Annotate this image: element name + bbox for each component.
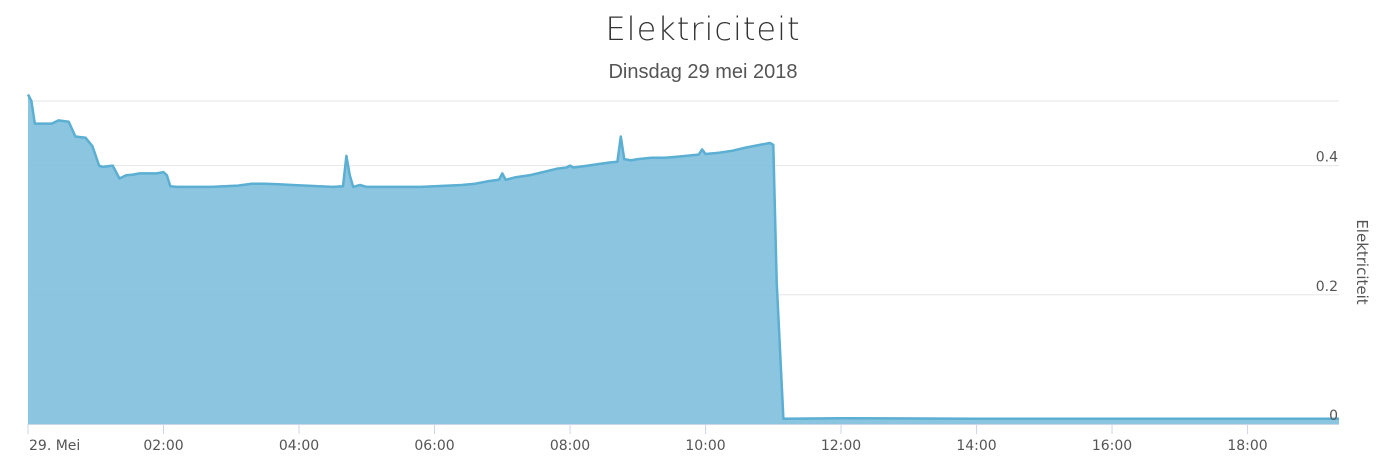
x-tick-label: 08:00 xyxy=(550,438,590,454)
series-line xyxy=(26,93,1339,421)
y-tick-label: 0.4 xyxy=(1316,150,1338,166)
x-tick-label: 06:00 xyxy=(414,438,454,454)
chart-subtitle: Dinsdag 29 mei 2018 xyxy=(608,61,797,83)
x-tick-label: 16:00 xyxy=(1092,438,1132,454)
x-tick-label: 29. Mei xyxy=(29,438,80,454)
y-tick-label: 0.2 xyxy=(1316,279,1338,295)
y-axis-title: Elektriciteit xyxy=(1353,219,1371,304)
plot-area xyxy=(26,93,1339,424)
series-area xyxy=(28,94,1339,424)
x-tick-label: 14:00 xyxy=(956,438,996,454)
x-tick-label: 18:00 xyxy=(1227,438,1267,454)
x-tick-label: 12:00 xyxy=(821,438,861,454)
y-tick-label: 0 xyxy=(1329,408,1338,424)
x-tick-label: 04:00 xyxy=(279,438,319,454)
x-tick-label: 02:00 xyxy=(143,438,183,454)
chart-title: Elektriciteit xyxy=(605,10,800,48)
y-axis: 0 0.2 0.4 xyxy=(1316,150,1338,424)
x-axis: 29. Mei 02:00 04:00 06:00 08:00 10:00 12:00 14:… xyxy=(27,424,1339,454)
x-tick-label: 10:00 xyxy=(685,438,725,454)
